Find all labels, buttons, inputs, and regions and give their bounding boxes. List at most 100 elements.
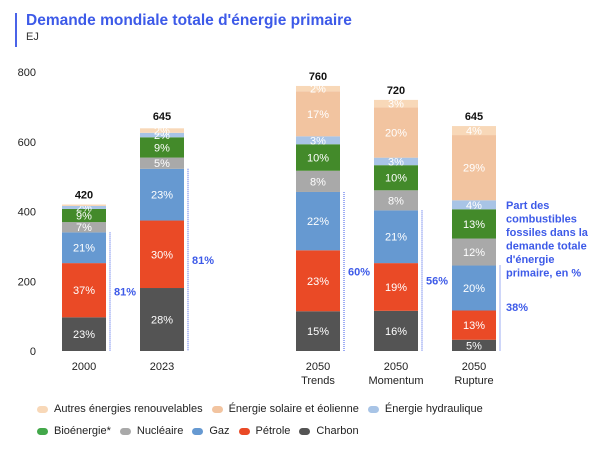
segment-value-label: 20% xyxy=(385,128,407,140)
segment-value-label: 23% xyxy=(73,329,95,341)
bar-segment--nergie-solaire-et-olienne xyxy=(374,107,418,158)
legend-swatch xyxy=(211,405,223,413)
segment-value-label: 3% xyxy=(388,99,404,111)
segment-value-label: 23% xyxy=(151,190,173,202)
bar-segment-charbon xyxy=(62,317,106,351)
segment-value-label: 23% xyxy=(307,276,329,288)
y-tick-label: 0 xyxy=(30,346,36,358)
x-tick-sublabel: Rupture xyxy=(454,375,493,387)
x-tick-sublabel: Momentum xyxy=(368,375,423,387)
segment-value-label: 37% xyxy=(73,285,95,297)
bar-segment-autres-nergies-renouvelables xyxy=(374,99,418,108)
legend-swatch xyxy=(192,427,204,435)
bar-segment-p-trole xyxy=(374,263,418,311)
segment-value-label: 9% xyxy=(76,211,92,223)
legend-label: Pétrole xyxy=(255,425,291,437)
x-tick-sublabel: Trends xyxy=(301,375,335,387)
segment-value-label: 12% xyxy=(463,247,485,259)
bar-segment-bio-nergie- xyxy=(374,165,418,191)
fossil-share-annotation-line: Part des xyxy=(506,200,549,212)
segment-value-label: 9% xyxy=(154,142,170,154)
segment-value-label: 8% xyxy=(388,195,404,207)
bar-segment-gaz xyxy=(452,265,496,311)
legend-label: Énergie solaire et éolienne xyxy=(228,403,359,415)
legend-swatch xyxy=(37,405,48,413)
bar-segment-p-trole xyxy=(452,310,496,340)
bar-segment-nucl-aire xyxy=(296,170,340,192)
bar-segment-gaz xyxy=(374,210,418,264)
bar-segment-nucl-aire xyxy=(452,238,496,266)
segment-value-label: 4% xyxy=(466,126,482,138)
segment-value-label: 22% xyxy=(307,216,329,228)
legend-item-autres: Autres énergies renouvelables xyxy=(37,403,203,415)
segment-value-label: 2% xyxy=(154,126,170,138)
legend-item-nucleaire: Nucléaire xyxy=(119,425,183,437)
legend-item-hydraulique: Énergie hydraulique xyxy=(367,403,483,415)
segment-value-label: 15% xyxy=(307,326,329,338)
legend-row: Bioénergie* Nucléaire Gaz Pétrole Charbo… xyxy=(37,420,492,442)
segment-value-label: 20% xyxy=(463,283,485,295)
legend-swatch xyxy=(119,427,131,435)
unit-label: EJ xyxy=(26,31,39,43)
segment-value-label: 8% xyxy=(310,176,326,188)
legend-label: Gaz xyxy=(209,425,230,437)
segment-value-label: 21% xyxy=(385,232,407,244)
legend-item-bioenergie: Bioénergie* xyxy=(37,425,111,437)
y-tick-label: 800 xyxy=(18,67,36,79)
segment-value-label: 13% xyxy=(463,320,485,332)
segment-value-label: 29% xyxy=(463,163,485,175)
bar-segment-bio-nergie- xyxy=(296,144,340,171)
legend-swatch xyxy=(238,427,250,435)
chart-title: Demande mondiale totale d'énergie primai… xyxy=(26,12,352,29)
bar-segment--nergie-hydraulique xyxy=(62,205,106,209)
bar-segment-p-trole xyxy=(62,263,106,318)
bar-segment-charbon xyxy=(452,339,496,351)
legend-swatch xyxy=(37,427,48,435)
legend-item-solaire: Énergie solaire et éolienne xyxy=(211,403,359,415)
bar-total-label: 760 xyxy=(309,71,327,83)
bar-segment-gaz xyxy=(140,168,184,221)
fossil-share-value: 81% xyxy=(114,287,136,299)
bar-segment-p-trole xyxy=(140,220,184,289)
legend-item-petrole: Pétrole xyxy=(238,425,291,437)
segment-value-label: 17% xyxy=(307,109,329,121)
y-tick-label: 600 xyxy=(18,137,36,149)
bar-segment-charbon xyxy=(296,311,340,351)
legend-row: Autres énergies renouvelables Énergie so… xyxy=(37,398,492,420)
fossil-share-value: 38% xyxy=(506,302,528,314)
fossil-share-annotation-line: fossiles dans la xyxy=(506,227,589,239)
segment-value-label: 7% xyxy=(76,222,92,234)
fossil-share-value: 60% xyxy=(348,266,370,278)
segment-value-label: 4% xyxy=(466,200,482,212)
bar-segment-autres-nergies-renouvelables xyxy=(140,128,184,133)
legend-item-charbon: Charbon xyxy=(299,425,359,437)
segment-value-label: 2% xyxy=(154,130,170,142)
fossil-share-value: 56% xyxy=(426,276,448,288)
bar-segment-p-trole xyxy=(296,250,340,312)
bar-segment--nergie-solaire-et-olienne xyxy=(296,91,340,137)
legend-label: Autres énergies renouvelables xyxy=(54,403,203,415)
legend: Autres énergies renouvelables Énergie so… xyxy=(37,398,492,442)
legend-item-gaz: Gaz xyxy=(192,425,230,437)
bar-segment-gaz xyxy=(296,191,340,251)
segment-value-label: 3% xyxy=(388,156,404,168)
bar-segment-bio-nergie- xyxy=(62,208,106,223)
bar-segment--nergie-hydraulique xyxy=(140,132,184,138)
segment-value-label: 21% xyxy=(73,243,95,255)
bar-segment--nergie-hydraulique xyxy=(452,200,496,210)
bar-segment-autres-nergies-renouvelables xyxy=(452,126,496,136)
segment-value-label: 10% xyxy=(385,173,407,185)
legend-swatch xyxy=(299,427,311,435)
x-tick-label: 2050 xyxy=(462,361,486,373)
legend-label: Charbon xyxy=(316,425,359,437)
bar-segment-nucl-aire xyxy=(140,157,184,169)
fossil-share-annotation-line: combustibles xyxy=(506,214,577,226)
bar-total-label: 420 xyxy=(75,190,93,202)
legend-label: Énergie hydraulique xyxy=(384,403,483,415)
bar-segment-charbon xyxy=(140,288,184,351)
bar-segment-bio-nergie- xyxy=(140,137,184,158)
x-tick-label: 2050 xyxy=(306,361,330,373)
segment-value-label: 19% xyxy=(385,282,407,294)
fossil-share-annotation-line: primaire, en % xyxy=(506,268,581,280)
x-tick-label: 2000 xyxy=(72,361,96,373)
